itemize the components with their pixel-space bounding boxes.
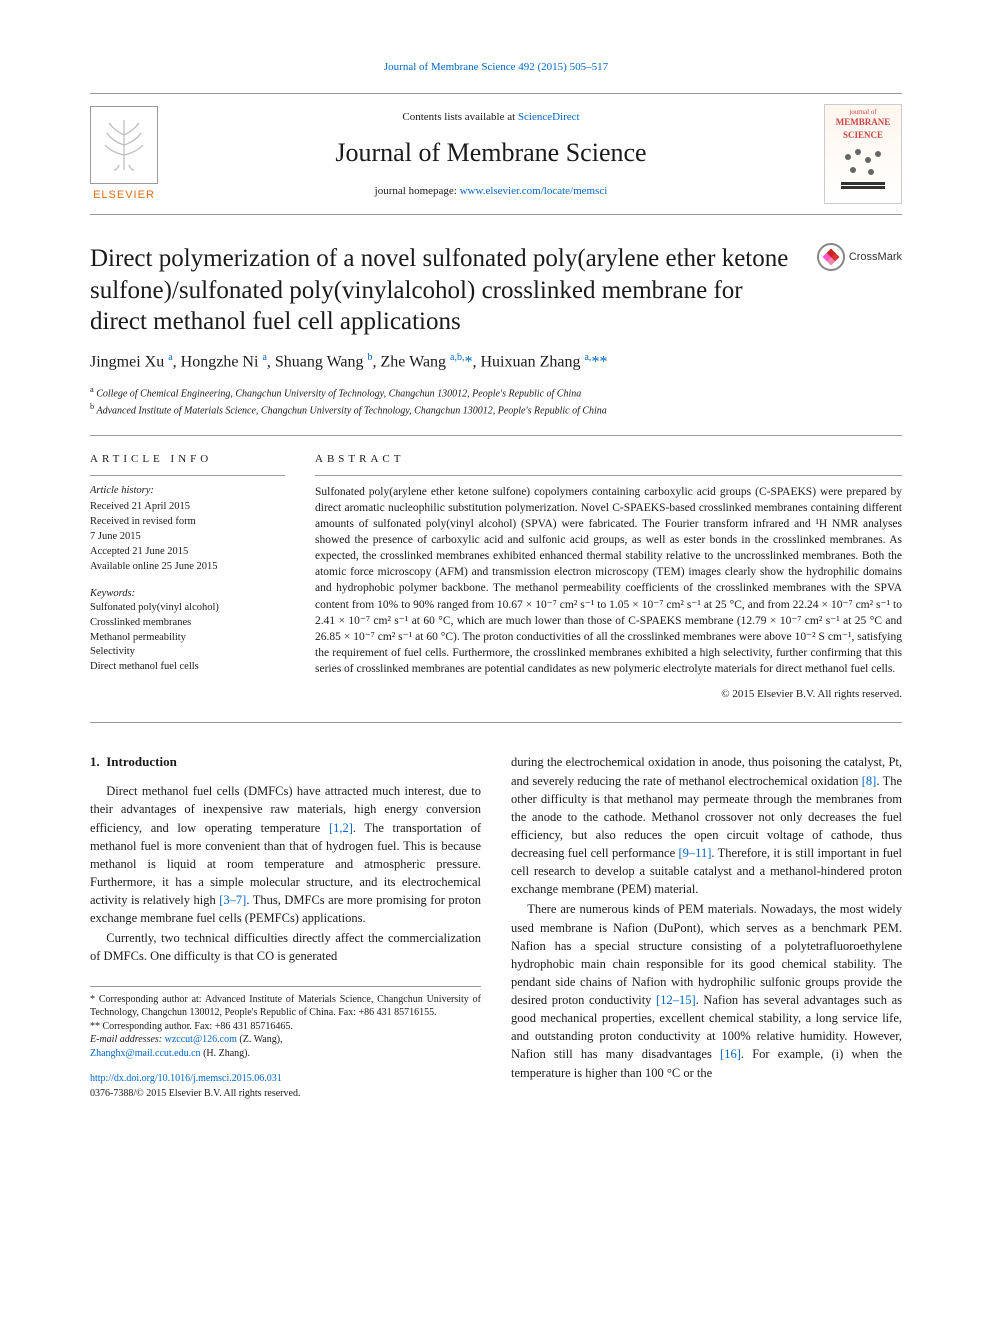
journal-homepage: journal homepage: www.elsevier.com/locat… bbox=[172, 184, 810, 199]
ref-link[interactable]: [9–11] bbox=[679, 846, 712, 860]
ref-link[interactable]: [3–7] bbox=[219, 893, 246, 907]
elsevier-logo: ELSEVIER bbox=[90, 106, 158, 203]
affiliation-b: b Advanced Institute of Materials Scienc… bbox=[90, 401, 902, 418]
email-link-1[interactable]: wzccut@126.com bbox=[165, 1034, 237, 1045]
journal-name: Journal of Membrane Science bbox=[172, 135, 810, 171]
body-paragraph: Currently, two technical difficulties di… bbox=[90, 929, 481, 965]
divider bbox=[90, 722, 902, 723]
right-column: during the electrochemical oxidation in … bbox=[511, 753, 902, 1101]
citation-header: Journal of Membrane Science 492 (2015) 5… bbox=[90, 60, 902, 75]
journal-homepage-link[interactable]: www.elsevier.com/locate/memsci bbox=[460, 185, 608, 197]
sciencedirect-link[interactable]: ScienceDirect bbox=[518, 111, 580, 123]
keyword: Crosslinked membranes bbox=[90, 616, 285, 631]
history-accepted: Accepted 21 June 2015 bbox=[90, 544, 285, 559]
elsevier-tree-icon bbox=[90, 106, 158, 184]
body-paragraph: There are numerous kinds of PEM material… bbox=[511, 900, 902, 1081]
journal-header: ELSEVIER Contents lists available at Sci… bbox=[90, 93, 902, 215]
keyword: Methanol permeability bbox=[90, 631, 285, 646]
issn-copyright: 0376-7388/© 2015 Elsevier B.V. All right… bbox=[90, 1088, 300, 1099]
doi-link[interactable]: http://dx.doi.org/10.1016/j.memsci.2015.… bbox=[90, 1073, 282, 1084]
email-addresses: E-mail addresses: wzccut@126.com (Z. Wan… bbox=[90, 1033, 481, 1060]
keyword: Direct methanol fuel cells bbox=[90, 660, 285, 675]
footnotes: * Corresponding author at: Advanced Inst… bbox=[90, 986, 481, 1061]
affiliations: a College of Chemical Engineering, Chang… bbox=[90, 384, 902, 419]
section-heading: 1. Introduction bbox=[90, 753, 481, 772]
affiliation-a: a College of Chemical Engineering, Chang… bbox=[90, 384, 902, 401]
body-paragraph: Direct methanol fuel cells (DMFCs) have … bbox=[90, 782, 481, 927]
abstract-label: ABSTRACT bbox=[315, 452, 902, 467]
ref-link[interactable]: [12–15] bbox=[656, 993, 696, 1007]
left-column: 1. Introduction Direct methanol fuel cel… bbox=[90, 753, 481, 1101]
keywords-label: Keywords: bbox=[90, 587, 285, 602]
ref-link[interactable]: [1,2] bbox=[329, 821, 353, 835]
abstract-copyright: © 2015 Elsevier B.V. All rights reserved… bbox=[315, 687, 902, 702]
crossmark-icon bbox=[817, 243, 845, 271]
doi-block: http://dx.doi.org/10.1016/j.memsci.2015.… bbox=[90, 1072, 481, 1101]
article-info-sidebar: ARTICLE INFO Article history: Received 2… bbox=[90, 452, 285, 703]
history-label: Article history: bbox=[90, 484, 285, 499]
abstract-text: Sulfonated poly(arylene ether ketone sul… bbox=[315, 475, 902, 677]
authors-list: Jingmei Xu a, Hongzhe Ni a, Shuang Wang … bbox=[90, 351, 902, 374]
abstract-section: ABSTRACT Sulfonated poly(arylene ether k… bbox=[315, 452, 902, 703]
ref-link[interactable]: [16] bbox=[720, 1047, 741, 1061]
keyword: Sulfonated poly(vinyl alcohol) bbox=[90, 601, 285, 616]
corresponding-note-2: ** Corresponding author. Fax: +86 431 85… bbox=[90, 1020, 481, 1034]
crossmark-label: CrossMark bbox=[849, 250, 902, 265]
elsevier-wordmark: ELSEVIER bbox=[93, 188, 155, 203]
citation-link[interactable]: Journal of Membrane Science 492 (2015) 5… bbox=[384, 61, 608, 73]
keyword: Selectivity bbox=[90, 645, 285, 660]
corresponding-note-1: * Corresponding author at: Advanced Inst… bbox=[90, 993, 481, 1020]
article-info-label: ARTICLE INFO bbox=[90, 452, 285, 467]
history-online: Available online 25 June 2015 bbox=[90, 559, 285, 574]
contents-available: Contents lists available at ScienceDirec… bbox=[172, 110, 810, 125]
article-title: Direct polymerization of a novel sulfona… bbox=[90, 243, 801, 337]
history-revised-2: 7 June 2015 bbox=[90, 529, 285, 544]
journal-cover-thumbnail: journal of MEMBRANE SCIENCE bbox=[824, 104, 902, 204]
crossmark-badge[interactable]: CrossMark bbox=[817, 243, 902, 271]
ref-link[interactable]: [8] bbox=[862, 774, 877, 788]
body-two-column: 1. Introduction Direct methanol fuel cel… bbox=[90, 753, 902, 1101]
history-revised-1: Received in revised form bbox=[90, 514, 285, 529]
divider bbox=[90, 435, 902, 436]
email-link-2[interactable]: Zhanghx@mail.ccut.edu.cn bbox=[90, 1048, 201, 1059]
body-paragraph: during the electrochemical oxidation in … bbox=[511, 753, 902, 898]
history-received: Received 21 April 2015 bbox=[90, 499, 285, 514]
